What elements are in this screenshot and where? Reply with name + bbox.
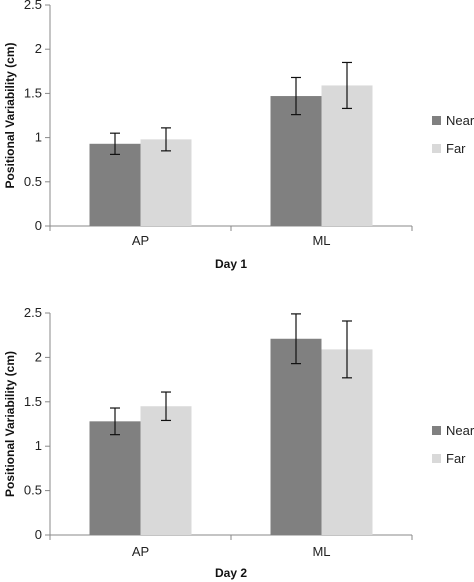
chart-panel-2: 0 0.5 1 1.5 2 2.5 Positional Variability (cm) A… (3, 305, 474, 580)
bar-far-ml (321, 349, 373, 535)
bar-near-ap (89, 421, 141, 535)
bar-near-ap (89, 143, 141, 226)
y-tick-label: 1.5 (24, 394, 42, 409)
x-tick-label: ML (312, 233, 330, 248)
legend-label-far: Far (446, 451, 466, 466)
y-tick-label: 0.5 (24, 174, 42, 189)
legend-label-near: Near (446, 423, 474, 438)
y-tick-label: 0 (35, 218, 42, 233)
x-tick-label: AP (132, 233, 149, 248)
y-tick-label: 2 (35, 349, 42, 364)
bar-far-ap (140, 139, 192, 226)
legend-swatch-near (432, 116, 441, 125)
y-tick-label: 1.5 (24, 85, 42, 100)
x-axis-title: Day 2 (215, 566, 247, 580)
chart-panel-1: 0 0.5 1 1.5 2 2.5 Positional Variability (cm) A… (3, 0, 474, 271)
y-tick-label: 0 (35, 527, 42, 542)
y-tick-label: 2.5 (24, 0, 42, 12)
y-tick-label: 2.5 (24, 305, 42, 320)
y-tick-label: 1 (35, 130, 42, 145)
bar-near-ml (270, 96, 322, 226)
legend-swatch-far (432, 454, 441, 463)
bar-far-ap (140, 406, 192, 535)
legend-swatch-near (432, 426, 441, 435)
bar-near-ml (270, 338, 322, 535)
x-axis-title: Day 1 (215, 257, 247, 271)
x-tick-label: ML (312, 544, 330, 559)
y-tick-label: 2 (35, 41, 42, 56)
y-tick-label: 0.5 (24, 483, 42, 498)
y-axis-title: Positional Variability (cm) (3, 42, 17, 188)
legend-swatch-far (432, 144, 441, 153)
legend-label-far: Far (446, 141, 466, 156)
x-tick-label: AP (132, 544, 149, 559)
legend-label-near: Near (446, 113, 474, 128)
y-tick-label: 1 (35, 438, 42, 453)
y-axis-title: Positional Variability (cm) (3, 351, 17, 497)
